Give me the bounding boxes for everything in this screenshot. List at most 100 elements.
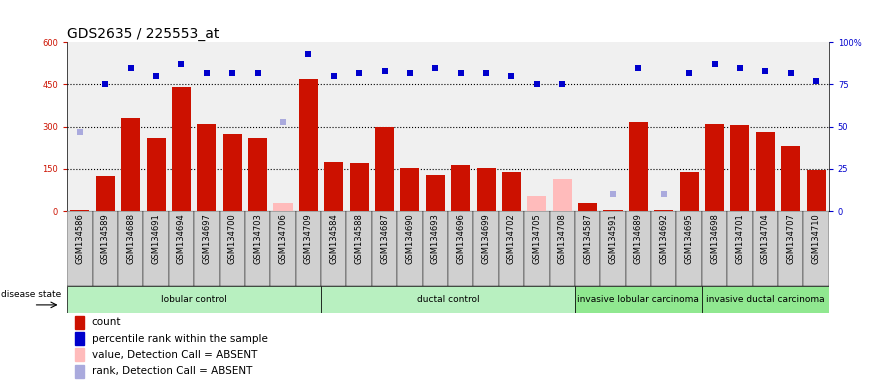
- Text: invasive ductal carcinoma: invasive ductal carcinoma: [706, 295, 824, 304]
- Bar: [96, 176, 115, 211]
- Text: GSM134689: GSM134689: [633, 214, 643, 264]
- Text: lobular control: lobular control: [161, 295, 227, 304]
- Text: GSM134695: GSM134695: [685, 214, 694, 264]
- Bar: [397, 211, 423, 286]
- Bar: [172, 87, 191, 211]
- Bar: [324, 162, 343, 211]
- Text: GSM134697: GSM134697: [202, 214, 211, 264]
- Text: GSM134589: GSM134589: [100, 214, 110, 264]
- Text: disease state: disease state: [2, 290, 62, 299]
- Bar: [702, 211, 728, 286]
- Bar: [753, 211, 778, 286]
- Text: value, Detection Call = ABSENT: value, Detection Call = ABSENT: [91, 350, 257, 360]
- Bar: [473, 211, 499, 286]
- Bar: [299, 79, 318, 211]
- Bar: [75, 365, 84, 377]
- Text: GSM134703: GSM134703: [253, 214, 263, 264]
- Bar: [600, 211, 625, 286]
- Bar: [194, 211, 220, 286]
- Bar: [702, 286, 829, 313]
- Bar: [147, 138, 166, 211]
- Text: GSM134588: GSM134588: [355, 214, 364, 264]
- Bar: [223, 134, 242, 211]
- Text: GSM134705: GSM134705: [532, 214, 541, 264]
- Text: GSM134693: GSM134693: [431, 214, 440, 264]
- Text: GSM134587: GSM134587: [583, 214, 592, 264]
- Bar: [705, 124, 724, 211]
- Bar: [651, 211, 676, 286]
- Bar: [806, 170, 825, 211]
- Bar: [71, 210, 90, 211]
- Text: GSM134691: GSM134691: [151, 214, 160, 264]
- Bar: [756, 132, 775, 211]
- Bar: [271, 211, 296, 286]
- Bar: [321, 211, 347, 286]
- Bar: [296, 211, 321, 286]
- Text: GSM134591: GSM134591: [608, 214, 617, 264]
- Bar: [168, 211, 194, 286]
- Bar: [75, 349, 84, 361]
- Bar: [553, 179, 572, 211]
- Text: GSM134696: GSM134696: [456, 214, 465, 264]
- Bar: [524, 211, 549, 286]
- Bar: [75, 316, 84, 329]
- Bar: [273, 203, 292, 211]
- Bar: [401, 167, 419, 211]
- Text: GSM134709: GSM134709: [304, 214, 313, 264]
- Text: GSM134584: GSM134584: [329, 214, 339, 264]
- Text: GSM134699: GSM134699: [481, 214, 491, 264]
- Text: GSM134701: GSM134701: [736, 214, 745, 264]
- Bar: [197, 124, 216, 211]
- Text: invasive lobular carcinoma: invasive lobular carcinoma: [577, 295, 700, 304]
- Bar: [477, 167, 495, 211]
- Bar: [680, 172, 699, 211]
- Bar: [654, 210, 673, 211]
- Text: GSM134708: GSM134708: [557, 214, 567, 264]
- Bar: [375, 127, 394, 211]
- Bar: [528, 196, 547, 211]
- Bar: [67, 211, 92, 286]
- Bar: [778, 211, 804, 286]
- Bar: [423, 211, 448, 286]
- Text: GSM134687: GSM134687: [380, 214, 389, 265]
- Bar: [121, 118, 140, 211]
- Bar: [730, 125, 749, 211]
- Bar: [625, 211, 651, 286]
- Bar: [67, 286, 321, 313]
- Bar: [549, 211, 575, 286]
- Text: GSM134586: GSM134586: [75, 214, 84, 264]
- Bar: [629, 122, 648, 211]
- Bar: [426, 175, 444, 211]
- Bar: [92, 211, 118, 286]
- Bar: [728, 211, 753, 286]
- Bar: [349, 163, 368, 211]
- Text: GSM134692: GSM134692: [659, 214, 668, 264]
- Bar: [245, 211, 271, 286]
- Bar: [143, 211, 168, 286]
- Bar: [448, 211, 473, 286]
- Text: GSM134700: GSM134700: [228, 214, 237, 264]
- Bar: [321, 286, 575, 313]
- Text: GDS2635 / 225553_at: GDS2635 / 225553_at: [67, 27, 220, 41]
- Bar: [575, 211, 600, 286]
- Text: GSM134707: GSM134707: [786, 214, 796, 264]
- Bar: [452, 165, 470, 211]
- Bar: [804, 211, 829, 286]
- Bar: [248, 138, 267, 211]
- Text: ductal control: ductal control: [417, 295, 479, 304]
- Bar: [578, 203, 597, 211]
- Bar: [502, 172, 521, 211]
- Text: GSM134690: GSM134690: [405, 214, 415, 264]
- Bar: [781, 146, 800, 211]
- Bar: [372, 211, 397, 286]
- Bar: [118, 211, 143, 286]
- Bar: [676, 211, 702, 286]
- Bar: [75, 332, 84, 345]
- Text: GSM134706: GSM134706: [279, 214, 288, 264]
- Bar: [347, 211, 372, 286]
- Text: GSM134702: GSM134702: [507, 214, 516, 264]
- Text: GSM134688: GSM134688: [126, 214, 135, 265]
- Text: GSM134694: GSM134694: [177, 214, 186, 264]
- Bar: [220, 211, 245, 286]
- Bar: [575, 286, 702, 313]
